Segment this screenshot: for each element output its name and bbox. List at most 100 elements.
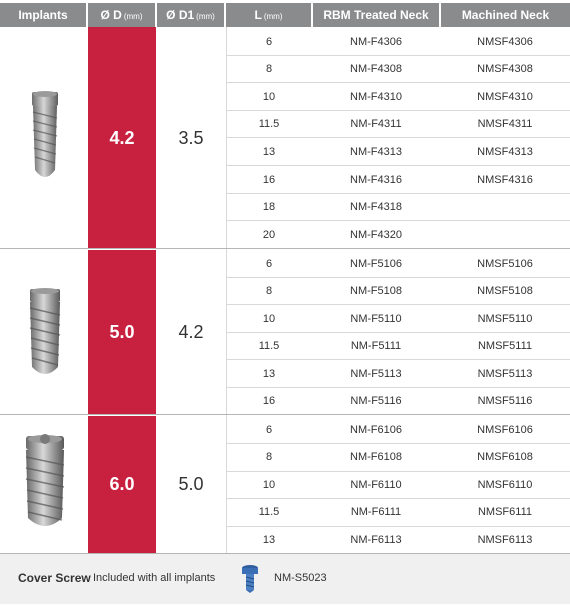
row-divider bbox=[226, 304, 570, 305]
diameter-value: 4.2 bbox=[109, 128, 135, 148]
cover-screw-title: Cover Screw bbox=[18, 571, 91, 585]
length-cell: 6 bbox=[265, 258, 273, 270]
cover-screw-icon bbox=[242, 565, 258, 593]
length-cell: 6 bbox=[265, 424, 273, 436]
header-length: L (mm) bbox=[226, 3, 311, 27]
rbm-code-cell: NM-F5106 bbox=[350, 258, 402, 270]
length-cell: 8 bbox=[265, 63, 273, 75]
diameter-block-group3 bbox=[88, 416, 156, 553]
d1-value: 4.2 bbox=[178, 322, 204, 342]
machined-code-cell: NMSF4306 bbox=[477, 36, 533, 48]
rbm-code-cell: NM-F5116 bbox=[350, 395, 402, 407]
header-d1: Ø D1 (mm) bbox=[157, 3, 224, 27]
length-cell: 11.5 bbox=[258, 118, 280, 130]
d1-value: 5.0 bbox=[178, 474, 204, 494]
implant-image-6-0 bbox=[25, 434, 65, 526]
group-separator bbox=[0, 414, 570, 415]
rbm-code-cell: NM-F4318 bbox=[350, 201, 402, 213]
length-cell: 16 bbox=[262, 395, 276, 407]
header-implants: Implants bbox=[0, 3, 86, 27]
machined-code-cell: NMSF4316 bbox=[477, 174, 533, 186]
header-d: Ø D (mm) bbox=[88, 3, 155, 27]
row-divider bbox=[226, 137, 570, 138]
length-cell: 13 bbox=[262, 534, 276, 546]
rbm-code-cell: NM-F6111 bbox=[350, 506, 402, 518]
cover-screw-footer: Cover Screw Included with all implants N… bbox=[0, 553, 570, 604]
header-rbm-neck: RBM Treated Neck bbox=[313, 3, 439, 27]
cover-screw-note: Included with all implants bbox=[93, 572, 216, 584]
row-divider bbox=[226, 82, 570, 83]
rbm-code-cell: NM-F5108 bbox=[350, 285, 402, 297]
diameter-value: 5.0 bbox=[109, 322, 135, 342]
machined-code-cell: NMSF4311 bbox=[477, 118, 533, 130]
row-divider bbox=[226, 471, 570, 472]
machined-code-cell: NMSF4310 bbox=[477, 91, 533, 103]
group-separator bbox=[0, 248, 570, 249]
machined-code-cell: NMSF4308 bbox=[477, 63, 533, 75]
row-divider bbox=[226, 387, 570, 388]
rbm-code-cell: NM-F6106 bbox=[350, 424, 402, 436]
length-cell: 13 bbox=[262, 146, 276, 158]
rbm-code-cell: NM-F6108 bbox=[350, 451, 402, 463]
length-cell: 11.5 bbox=[258, 506, 280, 518]
length-cell: 6 bbox=[265, 36, 273, 48]
rbm-code-cell: NM-F6110 bbox=[350, 479, 402, 491]
row-divider bbox=[226, 526, 570, 527]
diameter-block-group2 bbox=[88, 250, 156, 414]
diameter-block-group1 bbox=[88, 27, 156, 248]
rbm-code-cell: NM-F4316 bbox=[350, 174, 402, 186]
length-cell: 20 bbox=[262, 229, 276, 241]
rbm-code-cell: NM-F5113 bbox=[350, 368, 402, 380]
machined-code-cell: NMSF5116 bbox=[477, 395, 533, 407]
machined-code-cell: NMSF5106 bbox=[477, 258, 533, 270]
machined-code-cell: NMSF5113 bbox=[477, 368, 533, 380]
machined-code-cell: NMSF6113 bbox=[477, 534, 533, 546]
machined-code-cell bbox=[440, 193, 570, 221]
length-cell: 11.5 bbox=[258, 340, 280, 352]
rbm-code-cell: NM-F4310 bbox=[350, 91, 402, 103]
rbm-code-cell: NM-F4313 bbox=[350, 146, 402, 158]
d1-value: 3.5 bbox=[178, 128, 204, 148]
length-cell: 16 bbox=[262, 174, 276, 186]
row-divider bbox=[226, 359, 570, 360]
machined-code-cell: NMSF5108 bbox=[477, 285, 533, 297]
machined-code-cell: NMSF6111 bbox=[477, 506, 532, 518]
length-cell: 8 bbox=[265, 451, 273, 463]
rbm-code-cell: NM-F5111 bbox=[350, 340, 402, 352]
table-header: Implants Ø D (mm) Ø D1 (mm) L (mm) RBM Trea… bbox=[0, 3, 570, 27]
rbm-code-cell: NM-F4311 bbox=[350, 118, 402, 130]
row-divider bbox=[226, 443, 570, 444]
header-machined-neck: Machined Neck bbox=[441, 3, 570, 27]
row-divider bbox=[226, 498, 570, 499]
row-divider bbox=[226, 110, 570, 111]
length-cell: 10 bbox=[262, 91, 276, 103]
rbm-code-cell: NM-F4306 bbox=[350, 36, 402, 48]
column-divider bbox=[226, 27, 227, 553]
length-cell: 13 bbox=[262, 368, 276, 380]
cover-screw-code: NM-S5023 bbox=[274, 572, 327, 584]
machined-code-cell bbox=[440, 221, 570, 249]
machined-code-cell: NMSF6110 bbox=[477, 479, 533, 491]
machined-code-cell: NMSF6106 bbox=[477, 424, 533, 436]
length-cell: 18 bbox=[262, 201, 276, 213]
implant-image-4-2 bbox=[32, 91, 58, 177]
length-cell: 10 bbox=[262, 479, 276, 491]
rbm-code-cell: NM-F6113 bbox=[350, 534, 402, 546]
rbm-code-cell: NM-F4308 bbox=[350, 63, 402, 75]
rbm-code-cell: NM-F4320 bbox=[350, 229, 402, 241]
length-cell: 8 bbox=[265, 285, 273, 297]
implant-image-5-0 bbox=[29, 288, 61, 374]
machined-code-cell: NMSF5111 bbox=[477, 340, 532, 352]
rbm-code-cell: NM-F5110 bbox=[350, 313, 402, 325]
length-cell: 10 bbox=[262, 313, 276, 325]
machined-code-cell: NMSF4313 bbox=[477, 146, 533, 158]
row-divider bbox=[226, 332, 570, 333]
machined-code-cell: NMSF6108 bbox=[477, 451, 533, 463]
diameter-value: 6.0 bbox=[109, 474, 135, 494]
row-divider bbox=[226, 220, 570, 221]
row-divider bbox=[226, 193, 570, 194]
machined-code-cell: NMSF5110 bbox=[477, 313, 533, 325]
row-divider bbox=[226, 165, 570, 166]
row-divider bbox=[226, 55, 570, 56]
